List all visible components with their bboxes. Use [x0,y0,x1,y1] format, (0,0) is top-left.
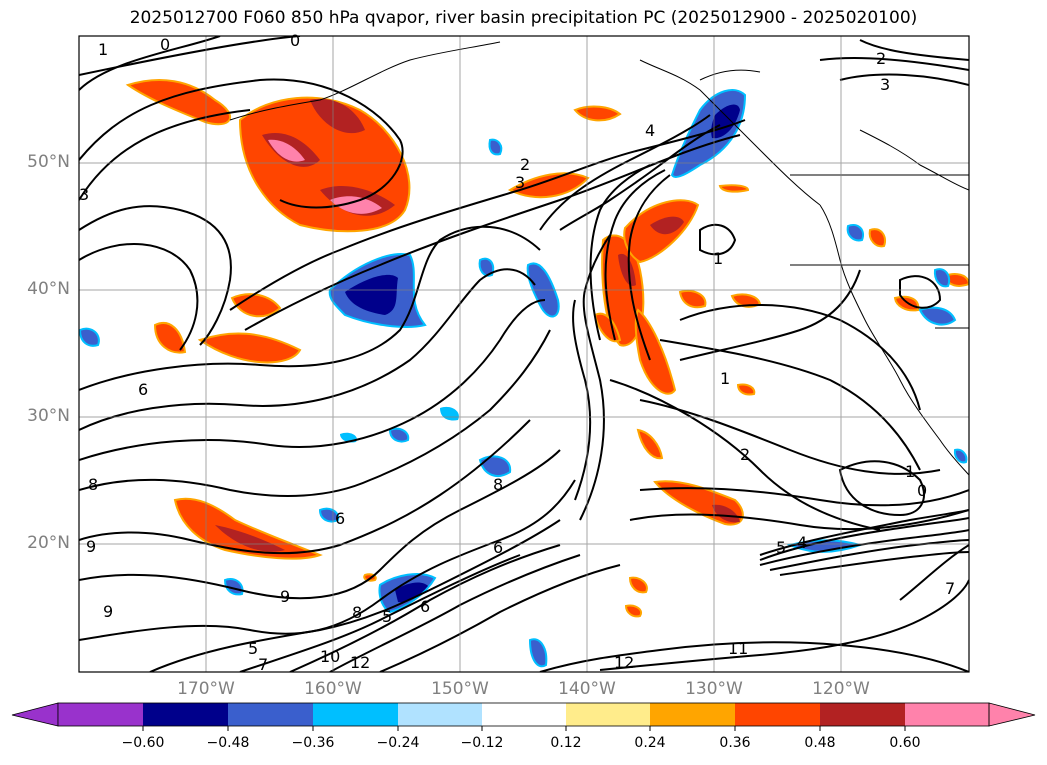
chart-title: 2025012700 F060 850 hPa qvapor, river ba… [129,8,918,28]
contour-label: 3 [79,185,89,204]
contour-label: 5 [382,607,392,626]
colorbar-tick-label: 0.12 [550,735,582,751]
contour-label: 1 [98,40,108,59]
contour-label: 12 [350,653,370,672]
contour-labels: 1 0 0 2 3 4 2 3 1 1 2 1 0 6 8 9 9 6 8 6 … [79,31,955,674]
contour-label: 1 [713,249,723,268]
colorbar-bin [143,703,228,726]
lon-label: 130°W [685,679,743,699]
colorbar-extend-high [988,702,1036,727]
colorbar-bin [735,703,820,726]
contour-label: 9 [86,537,96,556]
colorbar-tick-label: 0.48 [804,735,836,751]
contour-label: 9 [103,602,113,621]
lon-label: 120°W [812,679,870,699]
contour-label: 8 [88,475,98,494]
contour-label: 6 [420,597,430,616]
coastlines [229,41,969,476]
colorbar-tick-label: −0.24 [376,735,420,751]
contour-label: 0 [917,481,927,500]
lat-label: 30°N [27,406,70,426]
colorbar-bin [650,703,735,726]
contour-label: 4 [797,533,807,552]
negative-anomaly-regions [79,89,968,668]
contour-label: 2 [740,445,750,464]
contour-label: 7 [945,579,955,598]
contour-label: 2 [520,155,530,174]
lon-label: 170°W [177,679,235,699]
colorbar-bin [398,703,482,726]
colorbar-tick-label: 0.36 [719,735,751,751]
contour-label: 8 [352,603,362,622]
contour-label: 12 [614,653,634,672]
colorbar-tick-label: −0.36 [291,735,335,751]
contour-label: 1 [720,369,730,388]
colorbar-tick-label: −0.12 [460,735,504,751]
contour-label: 0 [290,31,300,50]
colorbar-tick-label: 0.24 [634,735,666,751]
contour-label: 10 [320,647,340,666]
contour-label: 5 [248,639,258,658]
map-frame [78,35,970,673]
contour-label: 6 [493,538,503,557]
contour-label: 8 [493,475,503,494]
lon-label: 140°W [558,679,616,699]
contour-label: 6 [138,380,148,399]
colorbar-ticks [142,726,906,731]
lat-label: 20°N [27,533,70,553]
colorbar-outline [57,702,990,727]
colorbar [11,702,1036,731]
colorbar-bin [58,703,143,726]
contour-label: 11 [728,639,748,658]
lon-label: 150°W [431,679,489,699]
colorbar-extend-low [11,702,59,727]
contour-label: 4 [645,121,655,140]
lat-label: 40°N [27,279,70,299]
map-body [79,36,969,672]
contour-label: 9 [280,587,290,606]
contour-label: 0 [160,35,170,54]
contour-label: 2 [876,49,886,68]
colorbar-tick-label: −0.60 [121,735,165,751]
contour-label: 7 [258,655,268,674]
colorbar-bin [482,703,566,726]
colorbar-bin [566,703,650,726]
lon-label: 160°W [304,679,362,699]
contour-label: 5 [776,538,786,557]
colorbar-bin [313,703,398,726]
colorbar-bin [905,703,989,726]
contour-label: 1 [905,462,915,481]
contour-label: 6 [335,509,345,528]
colorbar-bin [820,703,905,726]
colorbar-bin [228,703,313,726]
colorbar-tick-label: 0.60 [889,735,921,751]
contour-label: 3 [880,75,890,94]
lat-label: 50°N [27,152,70,172]
graticule [79,36,969,672]
contour-label: 3 [515,173,525,192]
colorbar-tick-label: −0.48 [206,735,250,751]
